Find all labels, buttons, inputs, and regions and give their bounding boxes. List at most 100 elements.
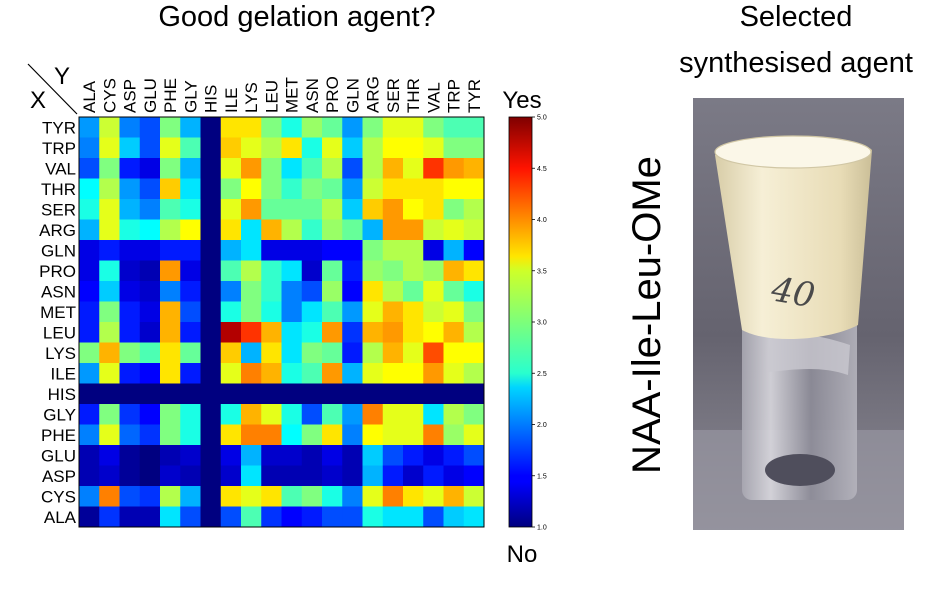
heatmap-cell-asn-met (281, 281, 303, 302)
heatmap-cell-ile-ala (79, 363, 100, 384)
heatmap-cell-ala-gln (342, 506, 363, 528)
heatmap-cell-arg-gly (180, 219, 201, 241)
heatmap-cell-ser-ile (220, 199, 242, 220)
heatmap-cell-ser-leu (261, 199, 282, 220)
heatmap-cell-tyr-ser (382, 117, 404, 138)
heatmap-cell-met-ser (382, 301, 404, 323)
y-tick-val: VAL (45, 159, 76, 178)
x-tick-thr: THR (404, 78, 423, 113)
heatmap-cell-pro-met (281, 260, 303, 282)
heatmap-cell-leu-his (200, 322, 222, 343)
y-tick-tyr: TYR (42, 118, 76, 137)
heatmap-cell-ser-pro (322, 199, 343, 220)
heatmap-cell-thr-cys (99, 178, 120, 200)
heatmap-cell-val-thr (403, 158, 424, 179)
heatmap-cell-asp-arg (362, 465, 384, 487)
heatmap-cell-phe-ala (79, 424, 100, 446)
y-tick-gln: GLN (41, 241, 76, 260)
heatmap-cell-glu-met (281, 445, 303, 466)
y-tick-met: MET (40, 303, 76, 322)
heatmap-cell-cys-ile (220, 486, 242, 507)
y-axis-symbol: X (30, 87, 46, 114)
heatmap-cell-arg-tyr (463, 219, 485, 241)
heatmap-cell-cys-cys (99, 486, 120, 507)
heatmap-cell-arg-arg (362, 219, 384, 241)
y-tick-asp: ASP (42, 467, 76, 486)
heatmap-cell-ser-glu (139, 199, 161, 220)
heatmap-cell-met-ile (220, 301, 242, 323)
heatmap-cell-asn-ser (382, 281, 404, 302)
heatmap-cell-glu-cys (99, 445, 120, 466)
heatmap-cell-lys-asp (119, 342, 141, 364)
heatmap-cell-gly-gln (342, 404, 363, 425)
heatmap-cell-his-ala (79, 383, 100, 405)
heatmap-cell-thr-gly (180, 178, 201, 200)
heatmap-cell-trp-pro (322, 137, 343, 159)
y-tick-arg: ARG (39, 221, 76, 240)
y-tick-asn: ASN (41, 282, 76, 301)
heatmap-cell-gly-pro (322, 404, 343, 425)
heatmap-cell-asn-leu (261, 281, 282, 302)
vial-marking: 40 (767, 269, 818, 316)
heatmap-cell-pro-glu (139, 260, 161, 282)
x-tick-trp: TRP (445, 79, 464, 113)
heatmap-cell-gln-ser (382, 240, 404, 261)
heatmap-cell-asn-pro (322, 281, 343, 302)
heatmap-cell-trp-gly (180, 137, 201, 159)
heatmap-cell-val-met (281, 158, 303, 179)
heatmap-cell-pro-asn (301, 260, 323, 282)
colorbar-tick-label: 4.0 (537, 217, 547, 224)
chart-title: Good gelation agent? (158, 1, 435, 33)
heatmap-cell-gln-asp (119, 240, 141, 261)
heatmap-cell-ser-tyr (463, 199, 485, 220)
heatmap-cell-met-asn (301, 301, 323, 323)
heatmap-cell-met-ala (79, 301, 100, 323)
heatmap-cell-tyr-tyr (463, 117, 485, 138)
heatmap-cell-his-lys (241, 383, 262, 405)
heatmap-cell-phe-asp (119, 424, 141, 446)
heatmap-cell-phe-pro (322, 424, 343, 446)
heatmap-cell-glu-trp (443, 445, 465, 466)
x-tick-ser: SER (384, 78, 403, 113)
x-tick-arg: ARG (364, 76, 383, 113)
x-tick-ala: ALA (80, 80, 99, 113)
photo-header-line2: synthesised agent (679, 47, 913, 79)
heatmap-cell-leu-thr (403, 322, 424, 343)
heatmap-cell-ile-thr (403, 363, 424, 384)
heatmap-cell-thr-met (281, 178, 303, 200)
heatmap-cell-cys-ala (79, 486, 100, 507)
heatmap-cell-val-arg (362, 158, 384, 179)
heatmap-cell-gln-gln (342, 240, 363, 261)
vial-base (765, 454, 835, 486)
heatmap-cell-thr-thr (403, 178, 424, 200)
heatmap-cell-asp-tyr (463, 465, 485, 487)
heatmap-cell-ile-pro (322, 363, 343, 384)
heatmap-cell-glu-pro (322, 445, 343, 466)
heatmap-cell-cys-asn (301, 486, 323, 507)
y-tick-lys: LYS (45, 344, 76, 363)
heatmap-cell-lys-ala (79, 342, 100, 364)
heatmap-cell-pro-tyr (463, 260, 485, 282)
heatmap-cell-gln-tyr (463, 240, 485, 261)
x-axis-symbol: Y (54, 63, 70, 90)
heatmap-cell-glu-gly (180, 445, 201, 466)
heatmap-cell-his-val (423, 383, 444, 405)
x-tick-pro: PRO (323, 76, 342, 113)
heatmap-cell-trp-ser (382, 137, 404, 159)
heatmap-cell-glu-tyr (463, 445, 485, 466)
heatmap-cell-lys-lys (241, 342, 262, 364)
heatmap-cell-ser-ala (79, 199, 100, 220)
gel-cap-top (714, 135, 872, 169)
heatmap-cell-gln-asn (301, 240, 323, 261)
x-tick-glu: GLU (141, 78, 160, 113)
heatmap-cell-gly-leu (261, 404, 282, 425)
heatmap-cell-asn-arg (362, 281, 384, 302)
y-tick-leu: LEU (43, 323, 76, 342)
heatmap-cell-his-trp (443, 383, 465, 405)
heatmap-cell-gly-arg (362, 404, 384, 425)
heatmap-cell-tyr-glu (139, 117, 161, 138)
heatmap-cell-pro-ser (382, 260, 404, 282)
heatmap-cell-trp-asn (301, 137, 323, 159)
heatmap-cell-asp-thr (403, 465, 424, 487)
heatmap-cell-val-leu (261, 158, 282, 179)
